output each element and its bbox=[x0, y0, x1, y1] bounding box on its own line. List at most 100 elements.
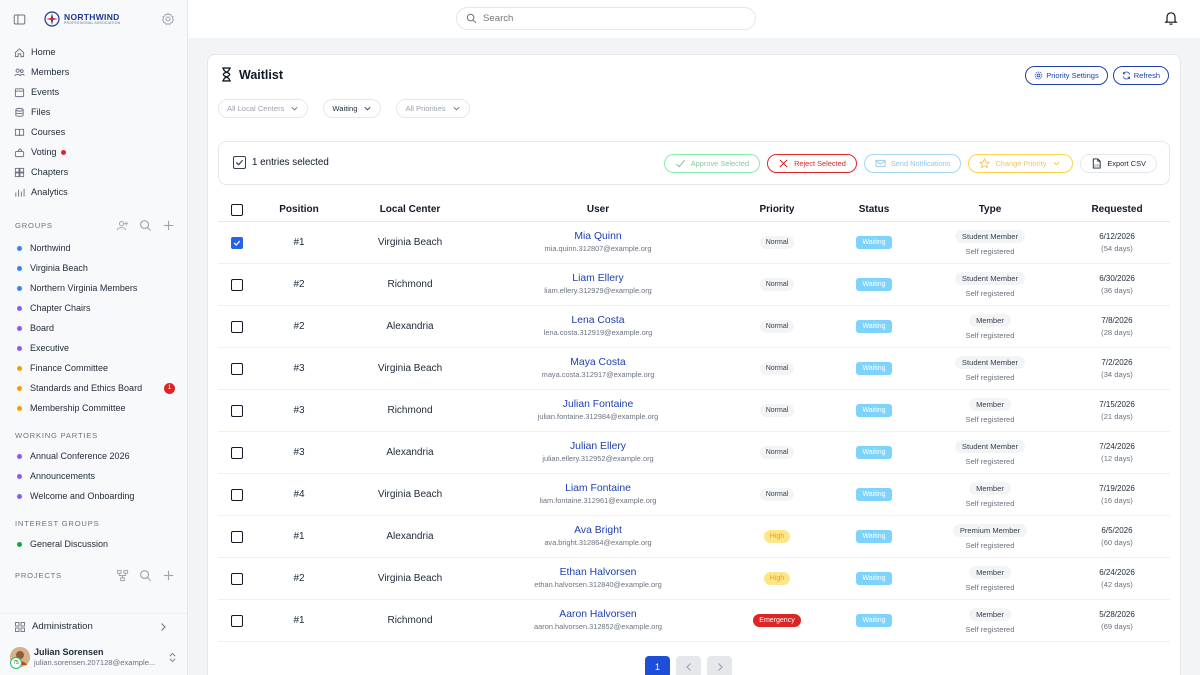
group-item[interactable]: Membership Committee bbox=[0, 398, 187, 418]
column-position[interactable]: Position bbox=[279, 204, 319, 215]
group-item[interactable]: Executive bbox=[0, 338, 187, 358]
waitlist-card: Waitlist Priority Settings Refresh All L… bbox=[207, 54, 1181, 675]
hierarchy-icon[interactable] bbox=[116, 569, 129, 582]
group-item[interactable]: Standards and Ethics Board 1 bbox=[0, 378, 187, 398]
nav-item-files[interactable]: Files bbox=[0, 102, 187, 122]
refresh-button[interactable]: Refresh bbox=[1112, 66, 1169, 85]
table-row[interactable]: #3 Alexandria Julian Ellery julian.ellery.3… bbox=[218, 432, 1170, 474]
page-header: Waitlist bbox=[220, 67, 283, 82]
next-page-button[interactable] bbox=[707, 656, 732, 675]
local-center-filter[interactable]: All Local Centers bbox=[218, 99, 309, 118]
user-name-link[interactable]: Liam Ellery bbox=[572, 273, 624, 285]
user-name-link[interactable]: Julian Fontaine bbox=[562, 399, 634, 411]
group-item[interactable]: Chapter Chairs bbox=[0, 298, 187, 318]
row-checkbox[interactable] bbox=[231, 572, 243, 585]
row-checkbox[interactable] bbox=[231, 236, 243, 249]
nav-item-courses[interactable]: Courses bbox=[0, 122, 187, 142]
row-checkbox[interactable] bbox=[231, 404, 243, 417]
row-checkbox[interactable] bbox=[231, 488, 243, 501]
approve-selected-button[interactable]: Approve Selected bbox=[663, 154, 761, 173]
user-name-link[interactable]: Maya Costa bbox=[570, 357, 626, 369]
reject-selected-button[interactable]: Reject Selected bbox=[767, 154, 857, 173]
row-checkbox[interactable] bbox=[231, 362, 243, 375]
user-menu[interactable]: 75 Julian Sorensen julian.sorensen.20712… bbox=[0, 639, 187, 675]
group-item[interactable]: Northern Virginia Members bbox=[0, 278, 187, 298]
requested-days-ago: (36 days) bbox=[1101, 285, 1133, 295]
user-name-link[interactable]: Julian Ellery bbox=[569, 441, 627, 453]
status-filter[interactable]: Waiting bbox=[323, 99, 382, 118]
sidebar-toggle-icon[interactable] bbox=[10, 10, 28, 28]
search-box[interactable] bbox=[456, 7, 756, 30]
bell-icon[interactable] bbox=[1163, 10, 1179, 26]
nav-item-chapters[interactable]: Chapters bbox=[0, 162, 187, 182]
table-row[interactable]: #3 Virginia Beach Maya Costa maya.costa.312… bbox=[218, 348, 1170, 390]
table-row[interactable]: #1 Alexandria Ava Bright ava.bright.312864@… bbox=[218, 516, 1170, 558]
table-row[interactable]: #1 Virginia Beach Mia Quinn mia.quinn.31280… bbox=[218, 222, 1170, 264]
user-name-link[interactable]: Lena Costa bbox=[571, 315, 625, 327]
status-cell: Waiting bbox=[832, 572, 916, 585]
brand-tagline: PROFESSIONAL ASSOCIATION bbox=[64, 21, 121, 25]
table-row[interactable]: #3 Richmond Julian Fontaine julian.fontaine… bbox=[218, 390, 1170, 432]
member-type-badge: Student Member bbox=[954, 271, 1026, 285]
add-project-icon[interactable] bbox=[162, 569, 175, 582]
add-member-icon[interactable] bbox=[116, 219, 129, 232]
priority-filter[interactable]: All Priorities bbox=[396, 99, 470, 118]
requested-date: 6/30/2026 bbox=[1099, 273, 1135, 283]
search-projects-icon[interactable] bbox=[139, 569, 152, 582]
send-notifications-button[interactable]: Send Notifications bbox=[863, 154, 962, 173]
administration-menu[interactable]: Administration bbox=[0, 613, 187, 639]
table-row[interactable]: #2 Virginia Beach Ethan Halvorsen ethan.hal… bbox=[218, 558, 1170, 600]
selection-checkbox[interactable] bbox=[233, 156, 246, 169]
row-checkbox[interactable] bbox=[231, 614, 243, 627]
group-item[interactable]: Announcements bbox=[0, 466, 187, 486]
column-local-center[interactable]: Local Center bbox=[379, 204, 441, 215]
user-name-link[interactable]: Ava Bright bbox=[574, 525, 622, 537]
group-item[interactable]: Northwind bbox=[0, 238, 187, 258]
svg-text:CSV: CSV bbox=[1094, 164, 1101, 168]
registration-source: Self registered bbox=[965, 624, 1015, 634]
column-priority[interactable]: Priority bbox=[759, 204, 795, 215]
brand-logo[interactable]: NORTHWIND PROFESSIONAL ASSOCIATION bbox=[44, 11, 120, 27]
column-user[interactable]: User bbox=[586, 204, 610, 215]
column-type[interactable]: Type bbox=[978, 204, 1002, 215]
user-name-link[interactable]: Aaron Halvorsen bbox=[559, 609, 637, 621]
page-title: Waitlist bbox=[239, 67, 283, 82]
row-checkbox[interactable] bbox=[231, 530, 243, 543]
nav-item-members[interactable]: Members bbox=[0, 62, 187, 82]
group-item[interactable]: Finance Committee bbox=[0, 358, 187, 378]
group-item[interactable]: General Discussion bbox=[0, 534, 187, 554]
nav-item-analytics[interactable]: Analytics bbox=[0, 182, 187, 202]
user-name-link[interactable]: Liam Fontaine bbox=[565, 483, 631, 495]
group-item[interactable]: Welcome and Onboarding bbox=[0, 486, 187, 506]
nav-item-events[interactable]: Events bbox=[0, 82, 187, 102]
table-row[interactable]: #2 Alexandria Lena Costa lena.costa.312919@… bbox=[218, 306, 1170, 348]
add-group-icon[interactable] bbox=[162, 219, 175, 232]
group-item[interactable]: Virginia Beach bbox=[0, 258, 187, 278]
column-requested[interactable]: Requested bbox=[1091, 204, 1143, 215]
table-row[interactable]: #4 Virginia Beach Liam Fontaine liam.fontai… bbox=[218, 474, 1170, 516]
select-all-checkbox[interactable] bbox=[231, 203, 243, 216]
user-name-link[interactable]: Mia Quinn bbox=[574, 231, 622, 243]
table-row[interactable]: #2 Richmond Liam Ellery liam.ellery.312929@… bbox=[218, 264, 1170, 306]
column-status[interactable]: Status bbox=[858, 204, 890, 215]
export-csv-button[interactable]: CSV Export CSV bbox=[1080, 154, 1157, 173]
nav-item-voting[interactable]: Voting bbox=[0, 142, 187, 162]
group-dot bbox=[17, 265, 22, 271]
priority-settings-button[interactable]: Priority Settings bbox=[1025, 66, 1108, 85]
nav-item-home[interactable]: Home bbox=[0, 42, 187, 62]
row-checkbox[interactable] bbox=[231, 278, 243, 291]
settings-gear-icon[interactable] bbox=[161, 12, 175, 26]
group-item[interactable]: Annual Conference 2026 bbox=[0, 446, 187, 466]
search-groups-icon[interactable] bbox=[139, 219, 152, 232]
page-1-button[interactable]: 1 bbox=[645, 656, 670, 675]
search-input[interactable] bbox=[483, 13, 733, 24]
change-priority-button[interactable]: Change Priority bbox=[968, 154, 1074, 173]
row-checkbox[interactable] bbox=[231, 446, 243, 459]
user-name-link[interactable]: Ethan Halvorsen bbox=[559, 567, 637, 579]
row-checkbox[interactable] bbox=[231, 320, 243, 333]
prev-page-button[interactable] bbox=[676, 656, 701, 675]
requested-date: 7/15/2026 bbox=[1099, 399, 1135, 409]
group-item[interactable]: Board bbox=[0, 318, 187, 338]
table-row[interactable]: #1 Richmond Aaron Halvorsen aaron.halvorsen… bbox=[218, 600, 1170, 642]
local-center-cell: Virginia Beach bbox=[377, 573, 443, 584]
